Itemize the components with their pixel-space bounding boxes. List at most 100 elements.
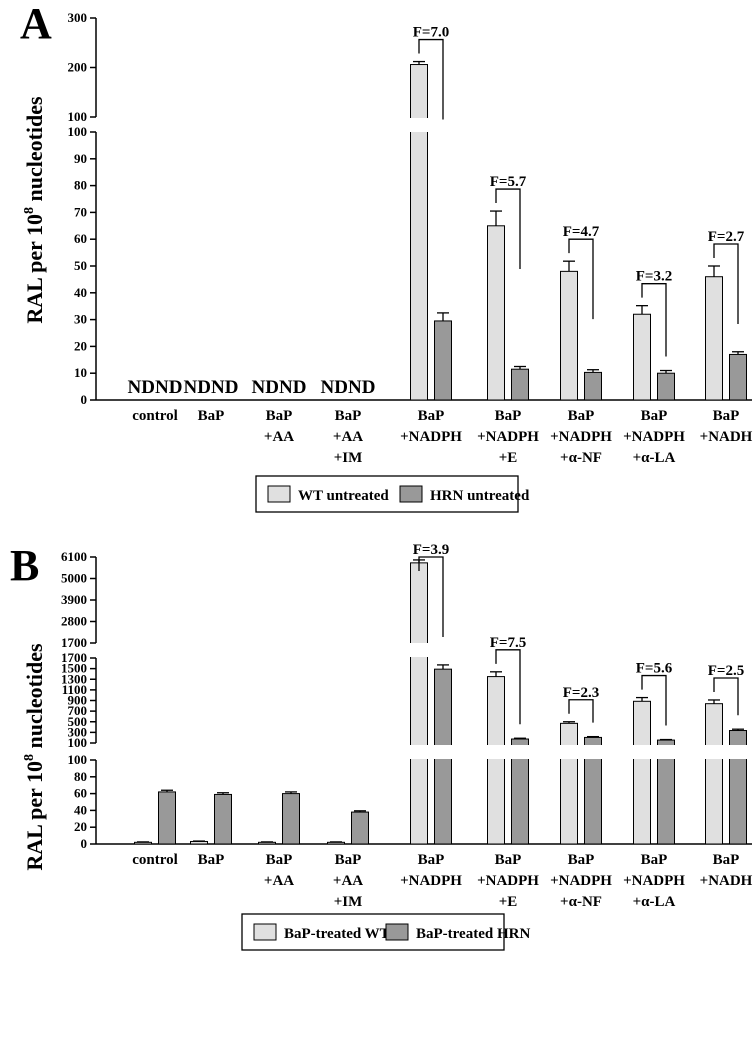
y-tick-label: 10	[74, 365, 87, 380]
fold-bracket	[568, 238, 594, 320]
legend: BaP-treated WT BaP-treated HRN	[241, 913, 530, 951]
y-tick-label: 100	[68, 109, 88, 124]
x-tick-label: +E	[499, 450, 518, 466]
x-tick-label: +AA	[264, 429, 294, 445]
x-tick-label: +NADH	[700, 873, 753, 889]
y-tick-label: 6100	[61, 549, 87, 564]
bar	[410, 562, 428, 845]
bar	[729, 353, 747, 401]
legend-label: HRN untreated	[430, 488, 530, 504]
bar	[158, 791, 176, 845]
y-tick-label: 70	[74, 204, 87, 219]
x-tick-label: +α-LA	[633, 450, 676, 466]
y-tick-label: 60	[74, 231, 87, 246]
axis-break-gap	[126, 745, 752, 759]
x-tick-label: BaP	[495, 408, 522, 424]
bar	[214, 793, 232, 845]
bar	[434, 320, 452, 401]
y-tick-label: 1300	[61, 671, 87, 686]
x-tick-label: +NADPH	[477, 873, 539, 889]
x-tick-label: control	[132, 408, 178, 424]
y-axis-label: RAL per 108 nucleotides	[22, 96, 47, 324]
fold-bracket	[641, 283, 667, 357]
fold-bracket	[495, 649, 521, 725]
x-tick-label: +NADPH	[550, 873, 612, 889]
legend-swatch	[267, 485, 291, 503]
legend-box	[241, 913, 505, 951]
y-tick-label: 50	[74, 258, 87, 273]
bar	[657, 372, 675, 401]
legend-label: BaP-treated WT	[284, 926, 390, 942]
bar	[190, 840, 208, 845]
fold-change-label: F=2.3	[563, 685, 599, 701]
y-tick-label: 1700	[61, 650, 87, 665]
legend-swatch	[385, 923, 409, 941]
bar	[560, 270, 578, 401]
x-tick-label: BaP	[418, 408, 445, 424]
fold-bracket	[418, 556, 444, 637]
x-tick-label: +E	[499, 894, 518, 910]
y-tick-label: 0	[81, 836, 88, 851]
fold-change-label: F=2.7	[708, 229, 745, 245]
panel-a: A RAL per 108 nucleotides 0 10 20 30 40 50 60 70 8…	[20, 0, 753, 513]
y-tick-label: 3900	[61, 592, 87, 607]
x-tick-label: BaP	[198, 852, 225, 868]
x-tick-label: BaP	[266, 408, 293, 424]
y-tick-label: 90	[74, 151, 87, 166]
x-tick-label: +AA	[333, 429, 363, 445]
fold-bracket	[713, 243, 739, 324]
not-detected-label: NDND	[321, 377, 376, 398]
y-tick-label: 20	[74, 338, 87, 353]
fold-change-label: F=3.9	[413, 542, 449, 558]
fold-bracket	[641, 674, 667, 726]
bar	[327, 841, 345, 845]
legend-box	[255, 475, 519, 513]
y-tick-label: 200	[68, 60, 88, 75]
bar	[584, 371, 602, 401]
x-tick-label: +IM	[334, 894, 363, 910]
x-tick-label: BaP	[418, 852, 445, 868]
bar	[633, 700, 651, 845]
fold-bracket	[418, 38, 444, 120]
bar	[511, 368, 529, 401]
fold-change-label: F=3.2	[636, 269, 672, 285]
bar	[487, 676, 505, 845]
x-tick-label: BaP	[568, 852, 595, 868]
x-tick-label: BaP	[713, 408, 740, 424]
x-tick-label: BaP	[335, 408, 362, 424]
fold-bracket	[713, 677, 739, 716]
bar	[633, 313, 651, 401]
x-tick-label: BaP	[713, 852, 740, 868]
y-tick-label: 1100	[62, 682, 87, 697]
y-tick-label: 20	[74, 819, 87, 834]
x-tick-label: +NADPH	[623, 873, 685, 889]
legend-label: WT untreated	[298, 488, 389, 504]
y-tick-label: 5000	[61, 571, 87, 586]
legend-swatch	[399, 485, 423, 503]
bar	[705, 703, 723, 845]
not-detected-label: NDND	[252, 377, 307, 398]
bar	[487, 225, 505, 401]
x-tick-label: BaP	[495, 852, 522, 868]
fold-bracket	[568, 699, 594, 723]
y-tick-label: 40	[74, 802, 87, 817]
y-tick-label: 300	[68, 724, 88, 739]
x-tick-label: BaP	[335, 852, 362, 868]
axis-break-gap	[126, 643, 752, 657]
x-tick-label: control	[132, 852, 178, 868]
bar	[351, 811, 369, 845]
fold-change-label: F=5.6	[636, 661, 673, 677]
fold-change-label: F=4.7	[563, 224, 600, 240]
y-tick-label: 2800	[61, 614, 87, 629]
y-tick-label: 60	[74, 786, 87, 801]
x-tick-label: +NADPH	[400, 429, 462, 445]
bar	[134, 841, 152, 845]
y-tick-label: 1500	[61, 661, 87, 676]
panel-label: A	[20, 0, 52, 48]
x-tick-label: +α-LA	[633, 894, 676, 910]
x-tick-label: +NADH	[700, 429, 753, 445]
x-tick-label: +α-NF	[560, 450, 602, 466]
y-tick-label: 500	[68, 714, 88, 729]
y-tick-label: 0	[81, 392, 88, 407]
